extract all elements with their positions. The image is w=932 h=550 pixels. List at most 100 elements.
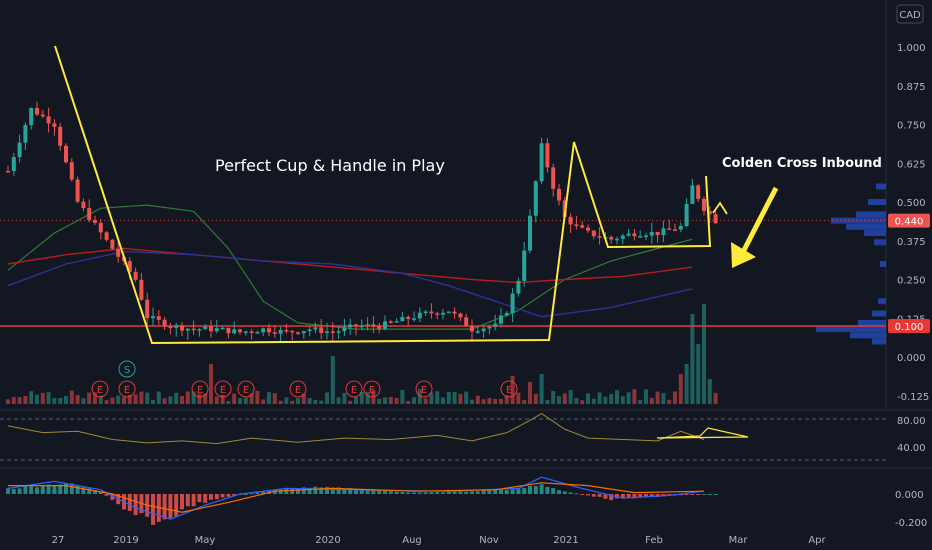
time-axis[interactable]: 27 2019 May 2020 Aug Nov 2021 Feb Mar Apr xyxy=(52,535,827,546)
split-marker[interactable] xyxy=(118,360,136,378)
macd-histogram-bar xyxy=(11,488,16,494)
earnings-marker[interactable] xyxy=(191,380,209,398)
macd-pane: 0.000 -0.200 xyxy=(6,476,927,529)
macd-histogram-bar xyxy=(545,486,550,494)
candle-body xyxy=(214,328,219,332)
earnings-marker[interactable] xyxy=(345,380,363,398)
volume-bar xyxy=(597,392,602,404)
volume-bar xyxy=(272,393,277,404)
macd-histogram-bar xyxy=(412,492,416,494)
currency-button[interactable]: CAD xyxy=(896,4,924,24)
earnings-marker[interactable] xyxy=(289,380,307,398)
macd-histogram-bar xyxy=(52,485,57,494)
candle-body xyxy=(278,329,283,334)
macd-histogram-bar xyxy=(284,488,289,494)
candle-body xyxy=(371,324,376,327)
earnings-marker[interactable] xyxy=(415,380,433,398)
macd-histogram-bar xyxy=(603,494,608,499)
cup-and-handle-drawing[interactable] xyxy=(54,45,728,345)
macd-histogram-bar xyxy=(29,486,34,494)
golden-cross-annotation[interactable]: Colden Cross Inbound xyxy=(722,156,882,171)
macd-histogram-bar xyxy=(423,492,428,494)
earnings-marker[interactable] xyxy=(214,380,232,398)
candle-body xyxy=(226,327,231,334)
time-tick-label: May xyxy=(195,535,216,546)
golden-cross-arrow[interactable] xyxy=(731,186,779,268)
macd-histogram-bar xyxy=(400,492,405,494)
candle-body xyxy=(133,271,138,280)
macd-histogram-bar xyxy=(272,489,277,494)
volume-bar xyxy=(545,400,550,404)
volume-bar xyxy=(638,399,643,404)
earnings-marker[interactable] xyxy=(237,380,255,398)
candle-body xyxy=(690,185,695,204)
candle-body xyxy=(313,327,318,330)
volume-bar xyxy=(551,390,556,404)
volume-bar xyxy=(470,399,474,404)
cup-handle-annotation[interactable]: Perfect Cup & Handle in Play xyxy=(215,156,445,175)
candle-body xyxy=(609,236,614,240)
volume-bar xyxy=(209,364,213,404)
macd-histogram-bar xyxy=(522,487,527,494)
volume-bar xyxy=(406,400,411,404)
volume-profile-bar xyxy=(856,211,886,218)
volume-bar xyxy=(29,391,34,404)
candle-body xyxy=(348,324,353,328)
macd-histogram-bar xyxy=(458,491,463,494)
macd-histogram-bar xyxy=(313,486,318,494)
macd-histogram-bar xyxy=(383,490,387,494)
candle-body xyxy=(441,312,445,315)
macd-histogram-bar xyxy=(417,492,422,494)
macd-histogram-bar xyxy=(684,494,689,496)
earnings-marker-label: E xyxy=(97,385,103,396)
volume-bar xyxy=(238,398,242,404)
volume-bar xyxy=(568,390,573,404)
volume-bar xyxy=(354,397,358,404)
volume-bar xyxy=(504,395,509,404)
earnings-marker[interactable] xyxy=(91,380,109,398)
macd-histogram-bar xyxy=(40,486,45,494)
volume-bar xyxy=(139,391,144,404)
macd-histogram-bar xyxy=(127,494,132,511)
macd-histogram-bar xyxy=(365,489,370,494)
macd-histogram-bar xyxy=(632,494,637,499)
volume-bar xyxy=(133,394,138,404)
macd-histogram-bar xyxy=(638,494,643,498)
macd-tick-neg: -0.200 xyxy=(895,518,927,529)
earnings-marker[interactable] xyxy=(118,380,136,398)
price-tick-label: 0.500 xyxy=(897,198,926,209)
volume-bar xyxy=(325,392,329,404)
volume-bar xyxy=(522,400,527,404)
macd-histogram-bar xyxy=(528,485,532,494)
candle-body xyxy=(638,236,643,238)
candle-body xyxy=(383,321,387,329)
last-price-badge: 0.440 xyxy=(888,213,930,228)
candle-body xyxy=(296,332,300,334)
earnings-marker[interactable] xyxy=(363,380,381,398)
candle-body xyxy=(6,171,10,173)
candle-body xyxy=(267,328,271,333)
macd-histogram-bar xyxy=(586,494,590,496)
volume-bar xyxy=(267,392,271,404)
candle-body xyxy=(458,313,463,318)
volume-bar xyxy=(673,391,677,404)
candle-body xyxy=(98,222,103,233)
candle-body xyxy=(429,311,434,314)
macd-histogram-bar xyxy=(446,491,451,494)
macd-histogram-bar xyxy=(162,494,167,520)
volume-bar xyxy=(87,392,92,404)
candle-body xyxy=(528,215,532,251)
ma-red-line xyxy=(7,247,693,284)
candle-body xyxy=(615,238,619,241)
volume-bar xyxy=(377,398,382,404)
volume-profile-bar xyxy=(816,326,886,333)
volume-bar xyxy=(81,398,86,404)
candle-body xyxy=(667,228,672,230)
earnings-marker-label: E xyxy=(369,385,375,396)
volume-bar xyxy=(383,397,387,404)
candle-body xyxy=(255,332,260,334)
earnings-marker[interactable] xyxy=(500,380,518,398)
macd-histogram-bar xyxy=(214,494,219,500)
volume-bar xyxy=(499,398,503,404)
earnings-marker-label: E xyxy=(243,385,249,396)
